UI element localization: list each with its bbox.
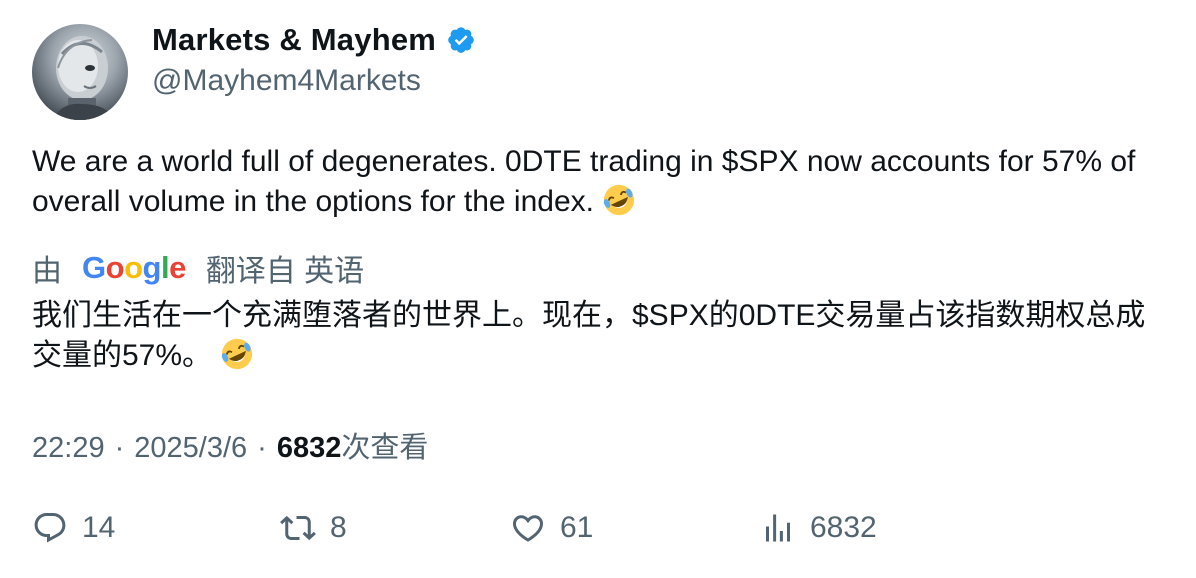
views-label: 次查看 [341, 432, 429, 464]
reply-button[interactable]: 14 [32, 510, 115, 546]
heart-icon [512, 515, 544, 542]
retweet-icon [280, 515, 316, 541]
tweet-time[interactable]: 22:29 [32, 432, 105, 464]
translated-body: 我们生活在一个充满堕落者的世界上。现在，$SPX的0DTE交易量占该指数期权总成… [32, 299, 1146, 372]
robot-avatar-icon [52, 36, 116, 120]
translated-text: 我们生活在一个充满堕落者的世界上。现在，$SPX的0DTE交易量占该指数期权总成… [32, 296, 1172, 376]
avatar[interactable] [32, 24, 128, 120]
like-button[interactable]: 61 [510, 510, 593, 546]
tweet-meta: 22:29 · 2025/3/6 · 6832 次查看 [32, 424, 428, 466]
rolling-on-floor-laughing-icon [222, 338, 253, 370]
like-count: 61 [560, 511, 594, 544]
translated-from-label: 翻译自 英语 [205, 255, 365, 288]
tweet-date[interactable]: 2025/3/6 [134, 432, 248, 464]
tweet-text: We are a world full of degenerates. 0DTE… [32, 142, 1152, 222]
views-action-count: 6832 [810, 511, 877, 544]
tweet-body: We are a world full of degenerates. 0DTE… [32, 145, 1136, 218]
display-name[interactable]: Markets & Mayhem [152, 22, 437, 57]
retweet-count: 8 [330, 511, 347, 544]
translation-attribution: 由 Google 翻译自 英语 [32, 246, 364, 290]
google-logo[interactable]: Google [82, 250, 186, 285]
meta-separator: · [257, 432, 267, 464]
reply-count: 14 [82, 511, 116, 544]
retweet-button[interactable]: 8 [280, 510, 347, 546]
views-button[interactable]: 6832 [760, 510, 877, 546]
verified-badge-icon [448, 27, 474, 53]
views-count: 6832 [276, 432, 342, 464]
user-handle[interactable]: @Mayhem4Markets [152, 64, 421, 97]
meta-separator: · [114, 432, 125, 464]
reply-icon [34, 513, 66, 543]
rolling-on-floor-laughing-icon [604, 184, 635, 216]
bar-chart-icon [766, 514, 790, 542]
action-bar: 14 8 61 6832 [32, 510, 1172, 554]
translated-by-label: 由 [32, 255, 62, 288]
